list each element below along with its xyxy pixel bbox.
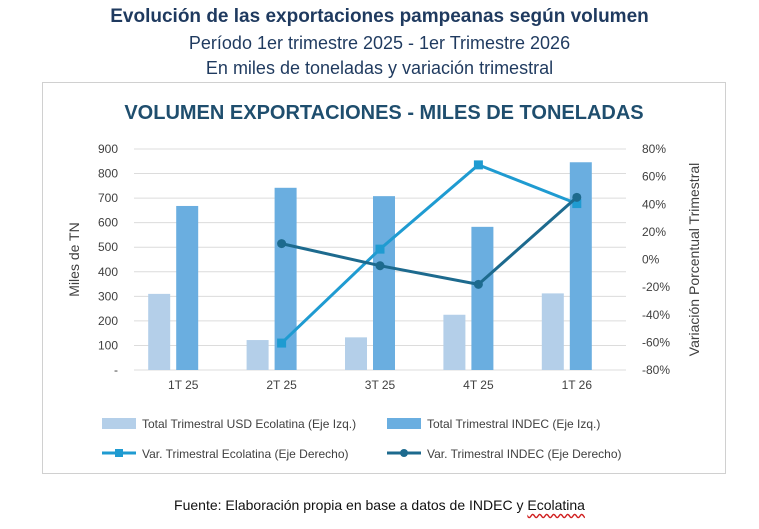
source-text: Fuente: Elaboración propia en base a dat… xyxy=(174,497,528,513)
point-var-ecolatina xyxy=(277,338,287,348)
y2-tick-label: 40% xyxy=(642,197,666,211)
point-var-indec xyxy=(572,192,582,202)
source-highlight: Ecolatina xyxy=(527,497,585,513)
page-subtitle-units: En miles de toneladas y variación trimes… xyxy=(205,58,554,78)
chart-title: VOLUMEN EXPORTACIONES - MILES DE TONELAD… xyxy=(124,102,643,124)
source-note: Fuente: Elaboración propia en base a dat… xyxy=(0,497,759,513)
y2-tick-label: 20% xyxy=(642,225,666,239)
legend-label: Var. Trimestral INDEC (Eje Derecho) xyxy=(427,447,622,461)
bar-ecolatina xyxy=(541,293,564,370)
legend-label: Total Trimestral USD Ecolatina (Eje Izq.… xyxy=(142,417,356,431)
chart-frame xyxy=(42,82,726,474)
legend-marker xyxy=(400,449,408,457)
y2-tick-label: -60% xyxy=(642,335,670,349)
bar-ecolatina xyxy=(345,337,367,370)
point-var-ecolatina xyxy=(473,160,483,170)
bar-indec xyxy=(176,205,199,370)
y2-axis-title: Variación Porcentual Trimestral xyxy=(686,163,702,356)
y-tick-label: 200 xyxy=(98,314,118,328)
point-var-indec xyxy=(473,279,483,289)
x-tick-label: 4T 25 xyxy=(463,378,494,392)
bar-indec xyxy=(274,187,297,370)
y-tick-label: 300 xyxy=(98,289,118,303)
legend-label: Total Trimestral INDEC (Eje Izq.) xyxy=(427,417,600,431)
line-var-indec xyxy=(281,196,578,287)
x-tick-label: 2T 25 xyxy=(266,378,297,392)
y-tick-label: - xyxy=(114,363,118,377)
x-tick-label: 1T 26 xyxy=(562,378,593,392)
y2-tick-label: -20% xyxy=(642,280,670,294)
legend-marker xyxy=(115,449,123,457)
bar-ecolatina xyxy=(148,293,171,370)
point-var-ecolatina xyxy=(572,199,582,209)
bar-indec xyxy=(569,162,592,370)
y-axis-title: Miles de TN xyxy=(66,222,82,296)
x-tick-label: 3T 25 xyxy=(365,378,396,392)
bar-ecolatina xyxy=(443,314,466,370)
y-tick-label: 500 xyxy=(98,240,118,254)
bar-indec xyxy=(471,226,494,370)
legend-swatch xyxy=(102,418,136,429)
y-tick-label: 600 xyxy=(98,216,118,230)
y-tick-label: 800 xyxy=(98,167,118,181)
legend-label: Var. Trimestral Ecolatina (Eje Derecho) xyxy=(142,447,349,461)
page-subtitle: Período 1er trimestre 2025 - 1er Trimest… xyxy=(188,33,571,53)
point-var-indec xyxy=(375,261,385,271)
y-tick-label: 400 xyxy=(98,265,118,279)
y2-tick-label: 0% xyxy=(642,253,660,267)
y-tick-label: 100 xyxy=(98,338,118,352)
y2-tick-label: -40% xyxy=(642,308,670,322)
y2-tick-label: 60% xyxy=(642,170,666,184)
y-tick-label: 900 xyxy=(98,142,118,156)
y-tick-label: 700 xyxy=(98,191,118,205)
x-tick-label: 1T 25 xyxy=(168,378,199,392)
point-var-ecolatina xyxy=(375,244,385,254)
legend-swatch xyxy=(387,418,421,429)
y2-tick-label: -80% xyxy=(642,363,670,377)
bar-indec xyxy=(373,196,395,370)
line-var-ecolatina xyxy=(280,163,578,345)
y2-tick-label: 80% xyxy=(642,142,666,156)
chart: VOLUMEN EXPORTACIONES - MILES DE TONELAD… xyxy=(66,102,702,461)
bar-ecolatina xyxy=(246,340,269,370)
point-var-indec xyxy=(277,239,287,249)
page-title: Evolución de las exportaciones pampeanas… xyxy=(110,6,649,27)
